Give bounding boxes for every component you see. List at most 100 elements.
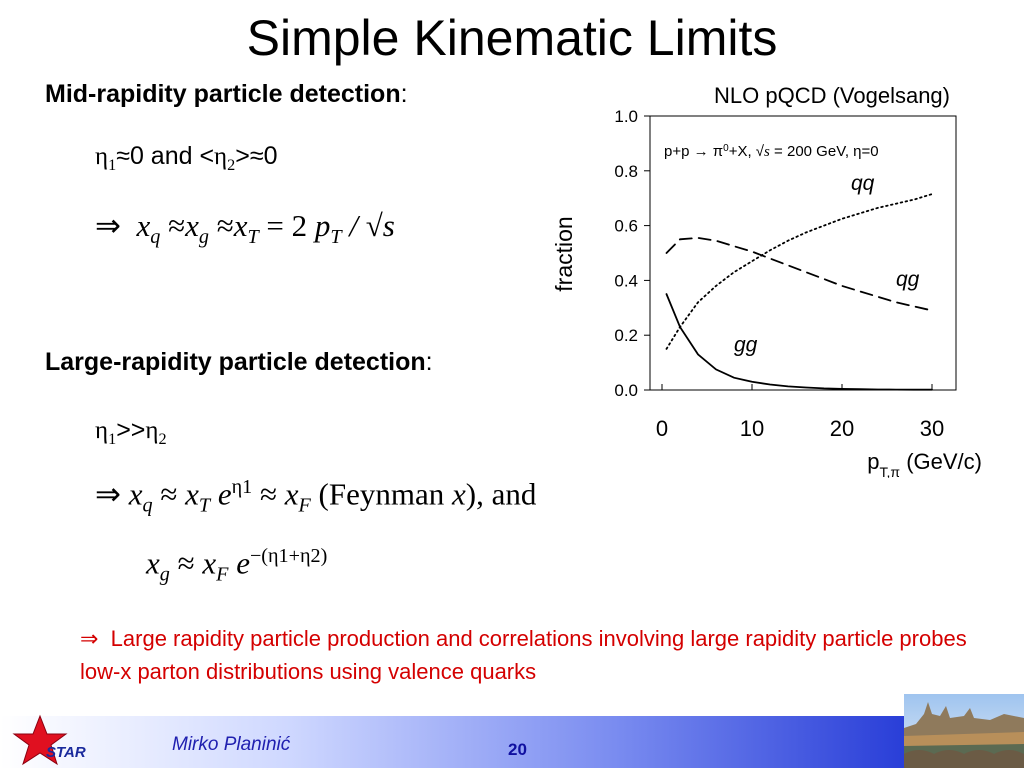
implies-symbol: ⇒	[95, 208, 121, 243]
series-label-qq: qq	[851, 172, 875, 195]
feynman-end-text: ), and	[465, 476, 537, 512]
x-axis-label-unit: (GeV/c)	[900, 449, 982, 474]
exponent-neg-sum: −(η1+η2)	[249, 545, 328, 567]
approx-symbol: ≈	[177, 545, 195, 581]
series-label-qg: qg	[896, 268, 920, 291]
subtitle-rest: +X, √	[729, 143, 765, 160]
approx-symbol: ≈	[116, 142, 130, 170]
conclusion-note: ⇒ Large rapidity particle production and…	[80, 622, 1000, 688]
x-tick-label: 20	[830, 416, 854, 441]
var-x: x	[284, 476, 299, 512]
sub-F: F	[216, 563, 229, 586]
feynman-x: x	[451, 476, 466, 512]
star-logo: STAR	[12, 714, 86, 766]
eta-symbol: η	[95, 143, 109, 170]
x-axis-label-main: p	[867, 449, 879, 474]
sub-T: T	[198, 494, 211, 517]
feynman-text: (Feynman	[318, 476, 452, 512]
approx-symbol: ≈	[249, 142, 264, 170]
subtitle-pi-sup: 0	[723, 143, 729, 154]
approx-symbol: ≈	[216, 208, 234, 243]
subscript-2: 2	[158, 430, 167, 448]
mid-rapidity-formula: ⇒ xq ≈xg ≈xT = 2 pT / √s	[95, 208, 395, 249]
y-tick-label: 1.0	[614, 107, 638, 126]
series-line-qg	[665, 236, 933, 312]
var-x: x	[233, 208, 248, 243]
series-labels: qq qg gg	[734, 172, 920, 357]
y-axis-label: fraction	[551, 216, 577, 291]
chart-subtitle: p+p → π0+X, √s = 200 GeV, η=0	[664, 143, 879, 161]
conclusion-text: Large rapidity particle production and c…	[80, 626, 967, 684]
x-axis-label: pT,π (GeV/c)	[867, 449, 982, 478]
sub-q: q	[150, 226, 161, 249]
implies-arrow-icon: ⇒	[80, 626, 99, 651]
eta-symbol: η	[95, 417, 109, 444]
subscript-2: 2	[227, 156, 236, 174]
implies-symbol: ⇒	[95, 476, 121, 512]
page-number: 20	[508, 740, 527, 759]
eta-symbol: η	[145, 417, 159, 444]
mid-rapidity-colon: :	[400, 80, 408, 108]
series-line-qq	[665, 193, 933, 350]
condition-gt-text: >	[235, 142, 250, 170]
var-e: e	[217, 476, 232, 512]
chart-title: NLO pQCD (Vogelsang)	[714, 83, 950, 108]
var-x: x	[146, 545, 160, 581]
subtitle-energy: = 200 GeV, η=0	[770, 143, 879, 160]
condition-and-text: 0 and <	[129, 142, 215, 170]
sub-g: g	[159, 563, 170, 586]
var-x: x	[185, 208, 199, 243]
x-tick-label: 0	[656, 416, 668, 441]
var-p: p	[314, 208, 331, 243]
var-x: x	[128, 476, 143, 512]
y-tick-label: 0.4	[614, 271, 638, 290]
series-lines	[665, 193, 933, 391]
footer-author: Mirko Planinić	[172, 734, 291, 755]
series-line-gg	[665, 293, 933, 391]
var-x: x	[202, 545, 217, 581]
plot-frame	[649, 115, 957, 391]
sub-g: g	[198, 226, 209, 249]
approx-symbol: ≈	[168, 208, 186, 243]
prague-photo	[904, 694, 1024, 768]
series-label-gg: gg	[734, 334, 758, 357]
x-axis-label-sub: T,π	[880, 464, 901, 478]
slide-title: Simple Kinematic Limits	[246, 10, 778, 66]
approx-symbol: ≈	[259, 476, 277, 512]
subtitle-process: p+p → π	[664, 143, 723, 160]
footer-bar	[0, 716, 1024, 768]
slash-symbol: /	[349, 208, 358, 243]
var-x: x	[136, 208, 151, 243]
fraction-chart: NLO pQCD (Vogelsang) p+p → π0+X, √s = 20…	[551, 83, 982, 478]
large-rapidity-formula-xq: ⇒ xq ≈ xT eη1 ≈ xF (Feynman x), and	[95, 476, 536, 518]
star-icon	[12, 714, 68, 766]
equals-two: = 2	[266, 208, 308, 243]
sub-T: T	[247, 226, 259, 249]
large-rapidity-colon: :	[425, 348, 433, 376]
y-axis-ticks: 0.0 0.2 0.4 0.6 0.8 1.0	[614, 107, 650, 400]
var-s: s	[382, 208, 395, 243]
x-tick-label: 10	[740, 416, 764, 441]
subtitle-s: s	[764, 144, 770, 160]
sqrt-symbol: √	[365, 208, 383, 243]
eta-symbol: η	[214, 143, 228, 170]
large-rapidity-heading-text: Large-rapidity particle detection	[45, 348, 426, 376]
large-rapidity-formula-xg: xg ≈ xF e−(η1+η2)	[146, 545, 327, 587]
logo-text: STAR	[46, 744, 86, 761]
sub-T: T	[330, 226, 342, 249]
y-tick-label: 0.0	[614, 381, 638, 400]
x-axis-ticks: 0 10 20 30	[656, 384, 944, 441]
y-tick-label: 0.8	[614, 162, 638, 181]
condition-zero-text: 0	[263, 142, 278, 170]
subscript-1: 1	[108, 430, 117, 448]
var-e: e	[236, 545, 250, 581]
approx-symbol: ≈	[160, 476, 178, 512]
sub-q: q	[142, 494, 153, 517]
exponent-eta1: η1	[231, 476, 253, 498]
gtgt-text: >>	[116, 416, 146, 444]
sub-F: F	[298, 494, 311, 517]
y-tick-label: 0.2	[614, 326, 638, 345]
mid-rapidity-condition: η1≈0 and <η2>≈0	[95, 142, 278, 175]
large-rapidity-condition: η1>>η2	[95, 416, 167, 449]
mid-rapidity-heading: Mid-rapidity particle detection:	[45, 80, 408, 109]
